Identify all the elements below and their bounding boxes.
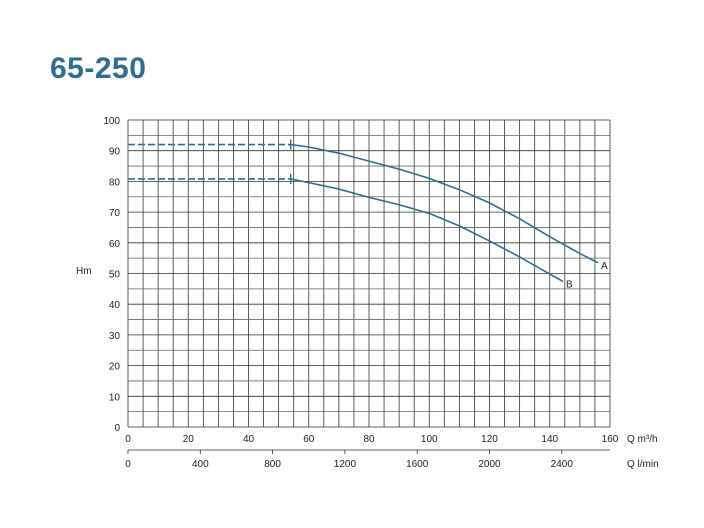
y-axis-label: Hm (76, 266, 92, 277)
x-tick-label: 0 (125, 434, 131, 445)
x-tick-label: 160 (602, 434, 619, 445)
y-tick-label: 40 (109, 300, 121, 311)
series-B-curve (290, 178, 564, 283)
secondary-x-tick-label: 1200 (334, 459, 357, 470)
secondary-x-tick-label: 800 (264, 459, 281, 470)
y-tick-label: 60 (109, 239, 121, 250)
secondary-x-axis-label: Q l/min (627, 459, 659, 470)
secondary-x-tick-label: 1600 (406, 459, 429, 470)
x-tick-label: 60 (303, 434, 315, 445)
secondary-x-tick-label: 2000 (478, 459, 501, 470)
y-tick-label: 30 (109, 331, 121, 342)
x-tick-label: 100 (421, 434, 438, 445)
y-tick-label: 70 (109, 208, 121, 219)
secondary-x-tick-label: 2400 (551, 459, 574, 470)
chart-title: 65-250 (50, 52, 147, 85)
x-tick-label: 80 (363, 434, 375, 445)
secondary-x-tick-label: 400 (192, 459, 209, 470)
y-tick-label: 0 (114, 423, 120, 434)
x-axis-label: Q m³/h (627, 434, 658, 445)
secondary-x-tick-label: 0 (125, 459, 131, 470)
series-label-B: B (566, 279, 573, 290)
y-tick-label: 80 (109, 177, 121, 188)
x-tick-label: 20 (183, 434, 195, 445)
y-tick-label: 10 (109, 392, 121, 403)
y-tick-label: 100 (103, 116, 120, 127)
x-tick-label: 40 (243, 434, 255, 445)
series-A-curve (290, 143, 599, 264)
y-tick-label: 20 (109, 362, 121, 373)
x-tick-label: 140 (541, 434, 558, 445)
x-tick-label: 120 (481, 434, 498, 445)
y-tick-label: 50 (109, 270, 121, 281)
y-tick-label: 90 (109, 147, 121, 158)
series-label-A: A (601, 261, 608, 272)
